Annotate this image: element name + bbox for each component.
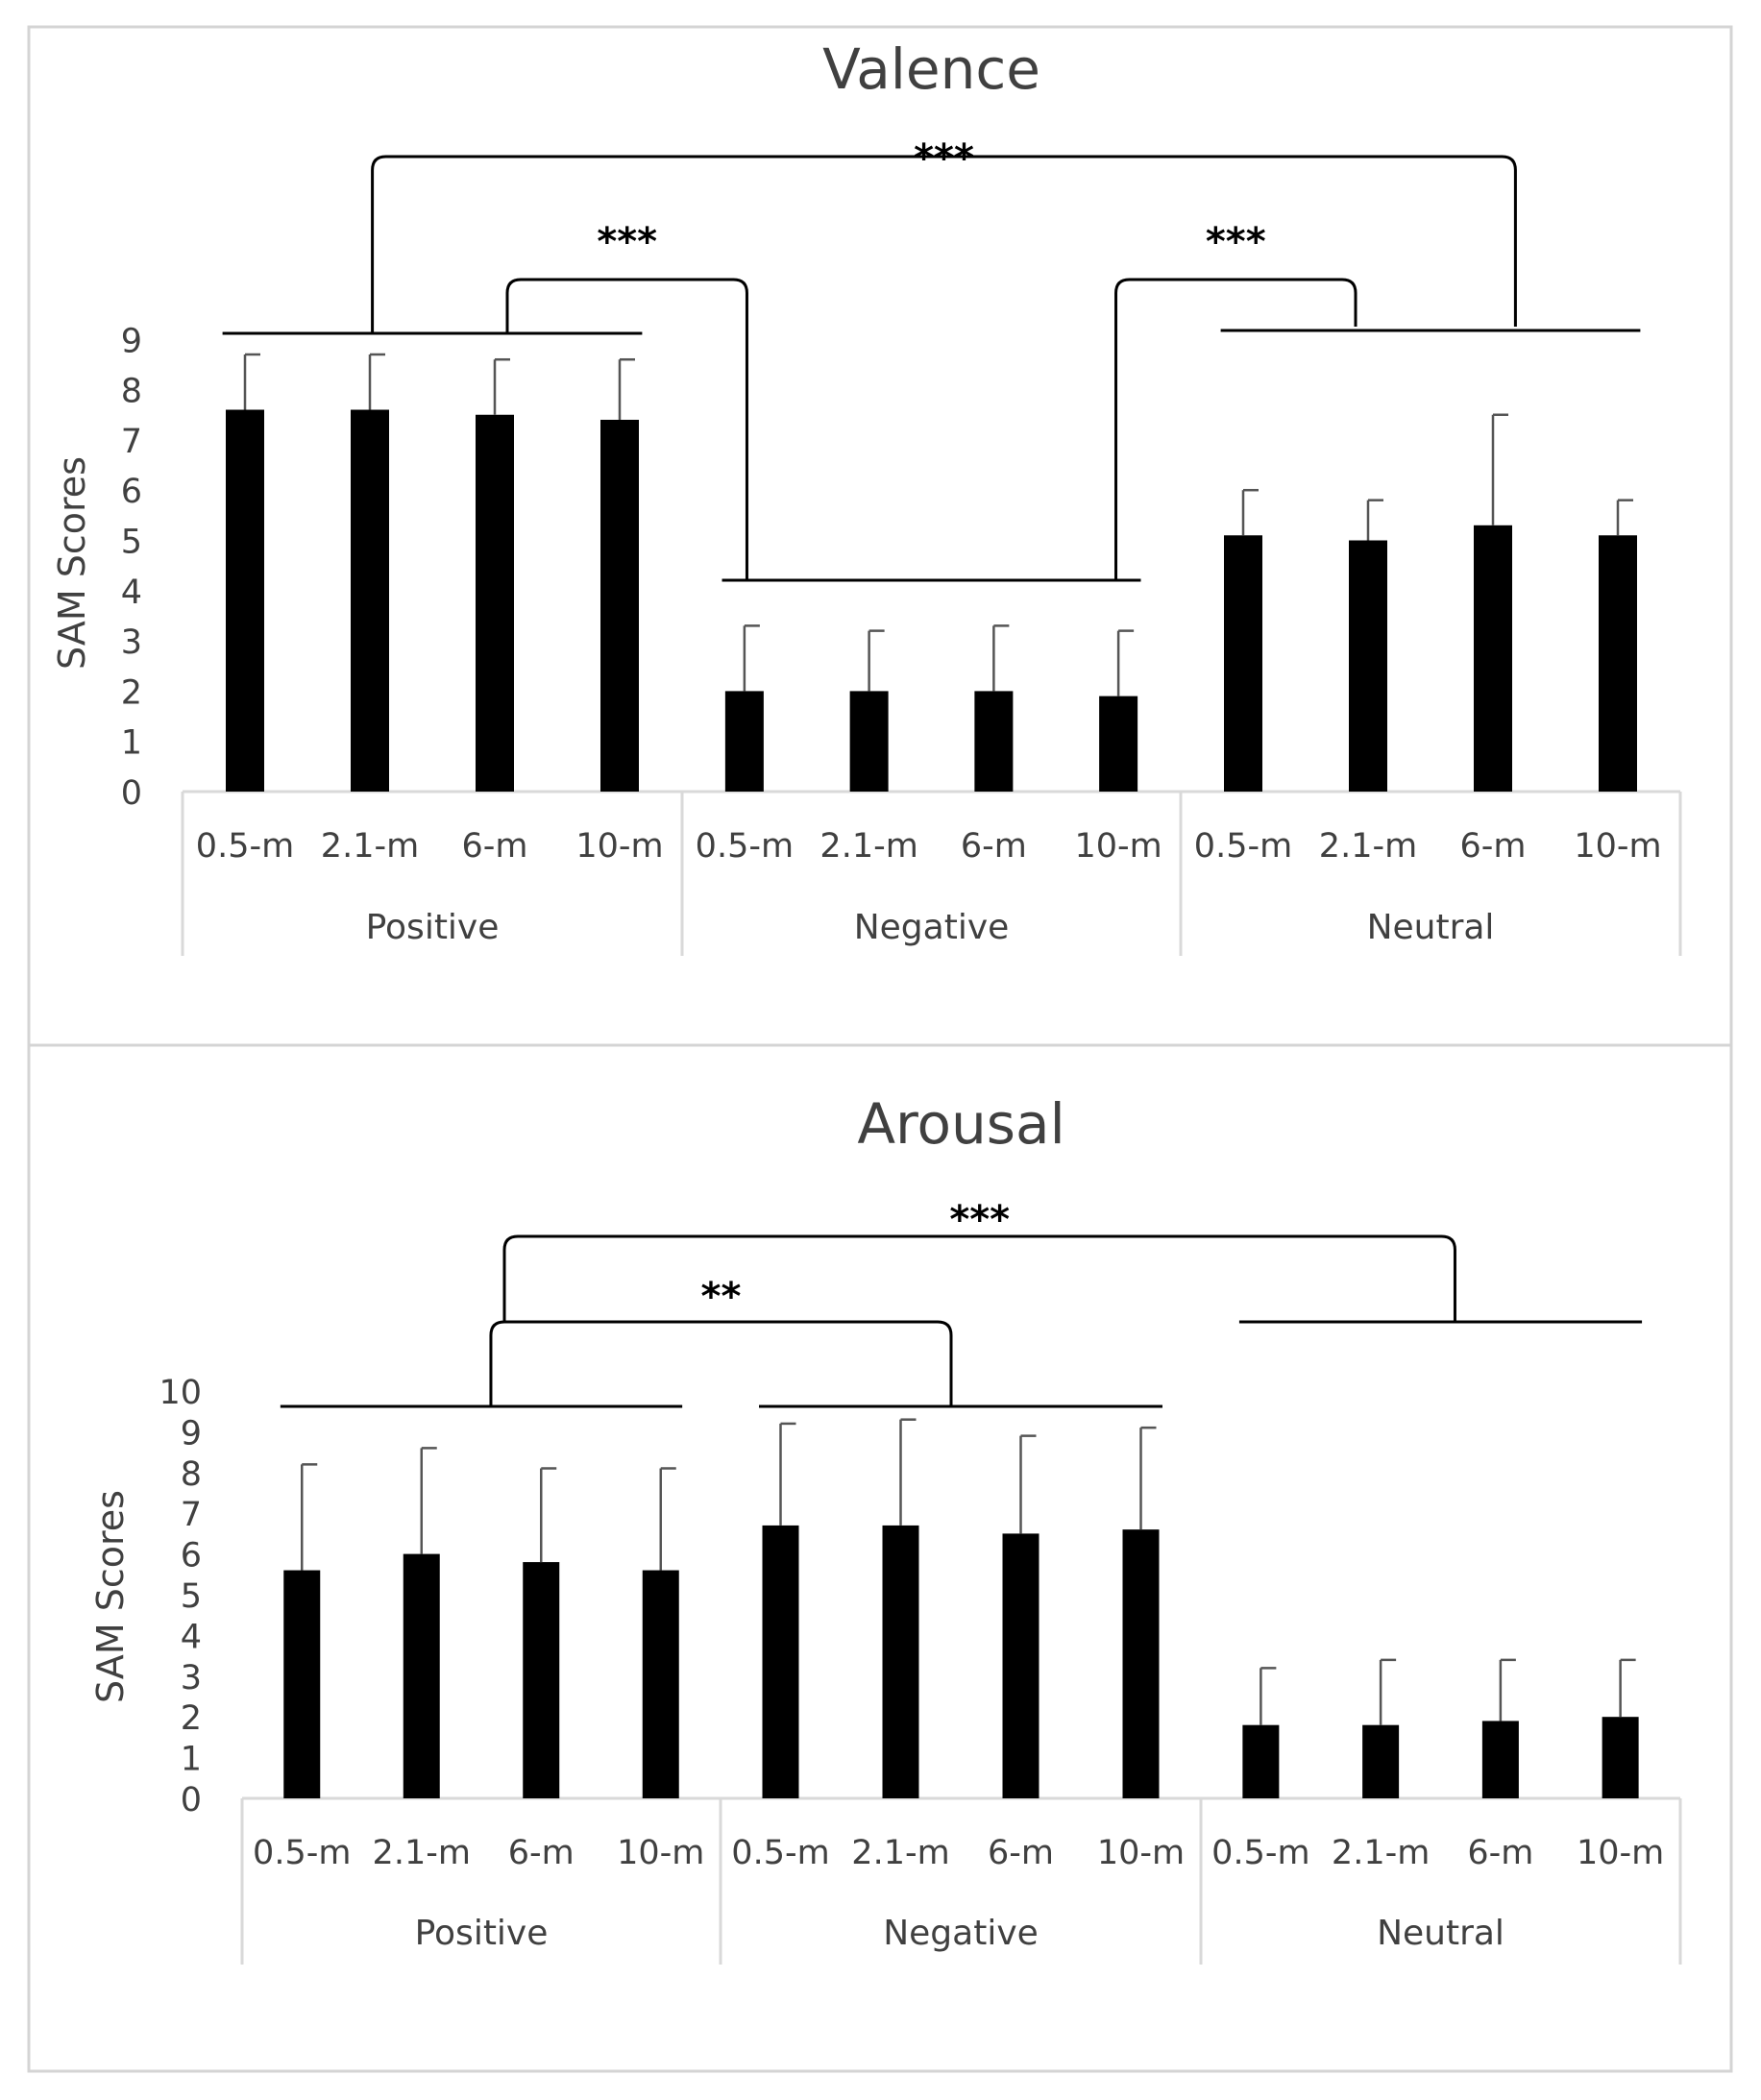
bar (1002, 1533, 1039, 1798)
y-tick-label: 9 (121, 322, 142, 360)
significance-bracket (505, 278, 748, 580)
chart-title: Valence (822, 37, 1040, 102)
bar (1224, 535, 1262, 792)
x-tick-label: 2.1-m (851, 1834, 949, 1872)
x-group-label: Positive (366, 908, 500, 947)
x-tick-label: 10-m (1097, 1834, 1185, 1872)
x-tick-label: 0.5-m (696, 827, 794, 866)
bar (476, 414, 514, 792)
chart-panel-valence: Valence SAM Scores 0 1 2 3 4 5 6 7 8 9 0.5-m 2.1-m 6-m… (51, 37, 1682, 956)
y-tick-label: 1 (121, 724, 142, 763)
significance-stars: *** (597, 220, 657, 264)
y-tick-label: 3 (121, 623, 142, 662)
bar (283, 1570, 321, 1798)
x-tick-label: 6-m (1467, 1834, 1533, 1872)
y-tick-label: 2 (121, 673, 142, 712)
x-group-label: Positive (415, 1914, 549, 1953)
x-group-label: Negative (883, 1914, 1039, 1953)
bar (1481, 1721, 1519, 1798)
significance-bracket (1114, 278, 1357, 580)
bar (1122, 1529, 1160, 1798)
y-tick-label: 10 (159, 1374, 202, 1412)
bar (849, 691, 889, 792)
bar (642, 1570, 679, 1798)
x-tick-label: 10-m (1574, 827, 1661, 866)
significance-stars: *** (914, 136, 974, 181)
x-tick-label: 10-m (617, 1834, 704, 1872)
x-tick-label: 0.5-m (1211, 1834, 1309, 1872)
y-tick-label: 4 (121, 574, 142, 612)
bar (1349, 540, 1387, 792)
bar (1242, 1724, 1280, 1798)
x-tick-label: 2.1-m (819, 827, 917, 866)
x-tick-label: 0.5-m (196, 827, 294, 866)
bar (523, 1562, 560, 1798)
y-tick-label: 1 (181, 1741, 202, 1779)
bar (1362, 1724, 1400, 1798)
bar (403, 1553, 440, 1798)
x-tick-label: 10-m (575, 827, 663, 866)
y-tick-label: 6 (181, 1537, 202, 1575)
x-group-label: Neutral (1367, 908, 1495, 947)
x-tick-label: 0.5-m (731, 1834, 829, 1872)
bar (1474, 525, 1512, 792)
x-group-label: Negative (854, 908, 1010, 947)
y-tick-label: 7 (121, 423, 142, 461)
bar (882, 1525, 919, 1798)
x-tick-label: 2.1-m (1319, 827, 1417, 866)
y-tick-label: 5 (181, 1577, 202, 1616)
x-tick-label: 6-m (1460, 827, 1527, 866)
x-tick-label: 10-m (1074, 827, 1162, 866)
bar (1602, 1717, 1639, 1798)
x-tick-label: 0.5-m (1194, 827, 1292, 866)
y-axis-label: SAM Scores (51, 456, 93, 670)
x-tick-label: 6-m (462, 827, 528, 866)
y-tick-label: 8 (181, 1455, 202, 1494)
y-tick-label: 0 (181, 1781, 202, 1819)
x-tick-label: 6-m (508, 1834, 575, 1872)
y-tick-label: 0 (121, 774, 142, 813)
x-tick-label: 10-m (1577, 1834, 1664, 1872)
x-tick-label: 2.1-m (373, 1834, 471, 1872)
y-tick-label: 3 (181, 1659, 202, 1697)
significance-bracket (502, 1234, 1456, 1322)
figure-border (27, 25, 1733, 2073)
bar (226, 409, 264, 792)
x-tick-label: 6-m (961, 827, 1027, 866)
bar (351, 409, 389, 792)
x-tick-label: 6-m (988, 1834, 1054, 1872)
chart-title: Arousal (857, 1091, 1064, 1157)
significance-stars: *** (949, 1198, 1010, 1242)
y-tick-label: 9 (181, 1414, 202, 1453)
y-tick-label: 7 (181, 1496, 202, 1534)
bar (762, 1525, 799, 1798)
y-tick-label: 8 (121, 373, 142, 411)
y-tick-label: 5 (121, 524, 142, 562)
bar (1099, 696, 1138, 792)
x-group-label: Neutral (1377, 1914, 1504, 1953)
y-axis-label: SAM Scores (89, 1490, 132, 1703)
x-tick-label: 2.1-m (1332, 1834, 1430, 1872)
bar (974, 691, 1014, 792)
significance-bracket (371, 155, 1517, 333)
significance-stars: ** (701, 1275, 742, 1319)
significance-bracket (489, 1320, 953, 1406)
bar (724, 691, 764, 792)
y-tick-label: 4 (181, 1618, 202, 1656)
y-tick-label: 6 (121, 473, 142, 511)
y-tick-label: 2 (181, 1699, 202, 1738)
bar (600, 419, 639, 792)
bar (1599, 535, 1637, 792)
x-tick-label: 2.1-m (321, 827, 419, 866)
significance-stars: *** (1206, 220, 1266, 264)
x-tick-label: 0.5-m (253, 1834, 351, 1872)
